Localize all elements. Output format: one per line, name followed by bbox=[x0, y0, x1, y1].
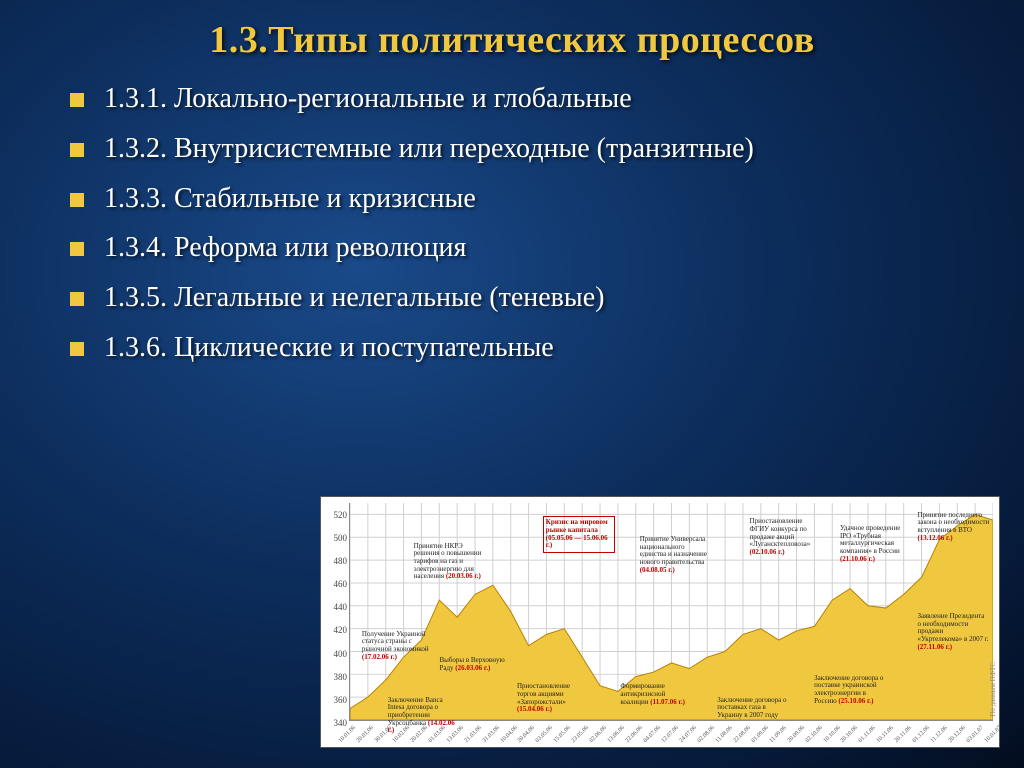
chart-annotation: Кризис на мировом рынке капитала (05.05.… bbox=[543, 516, 615, 553]
list-item: 1.3.1. Локально-региональные и глобальны… bbox=[70, 80, 984, 118]
chart-annotation: Удачное проведение IPO «Трубная металлур… bbox=[840, 525, 912, 563]
list-item: 1.3.2. Внутрисистемные или переходные (т… bbox=[70, 130, 984, 168]
y-axis-tick: 360 bbox=[323, 695, 347, 705]
y-axis-tick: 440 bbox=[323, 602, 347, 612]
slide-title: 1.3.Типы политических процессов bbox=[40, 18, 984, 62]
chart-annotation: Принятие Универсала национального единст… bbox=[640, 536, 712, 574]
y-axis-tick: 400 bbox=[323, 649, 347, 659]
x-axis-tick: 10.01.07 bbox=[984, 725, 1003, 744]
x-axis-tick: 01.11.06 bbox=[858, 725, 877, 744]
chart-annotation: Формирование антикризисной коалиции (11.… bbox=[620, 683, 692, 706]
chart-container: По данным ПФТС 340 360 380 400 420 440 460 480 5… bbox=[320, 496, 1000, 748]
chart-source: По данным ПФТС bbox=[989, 662, 997, 717]
x-axis-tick: 13.06.06 bbox=[607, 725, 626, 744]
x-axis-tick: 01.12.06 bbox=[912, 725, 931, 744]
x-axis-tick: 04.07.06 bbox=[643, 725, 662, 744]
x-axis-tick: 10.11.06 bbox=[876, 725, 895, 744]
chart-annotation: Принятие последнего закона о необходимос… bbox=[917, 512, 989, 543]
list-item: 1.3.4. Реформа или революция bbox=[70, 229, 984, 267]
x-axis-tick: 02.08.06 bbox=[697, 725, 716, 744]
chart-annotation: Приостановление торгов акциями «Запорожс… bbox=[517, 683, 589, 714]
x-axis-tick: 20.04.06 bbox=[517, 725, 536, 744]
y-axis-tick: 520 bbox=[323, 510, 347, 520]
x-axis-tick: 10.10.06 bbox=[822, 725, 841, 744]
x-axis-tick: 21.03.06 bbox=[463, 725, 482, 744]
x-axis-tick: 11.08.06 bbox=[715, 725, 734, 744]
x-axis-tick: 01.09.06 bbox=[750, 725, 769, 744]
chart-annotation: Заявление Президента о необходимости про… bbox=[917, 613, 989, 651]
x-axis-tick: 22.08.06 bbox=[732, 725, 751, 744]
x-axis-tick: 10.04.06 bbox=[499, 725, 518, 744]
y-axis-tick: 480 bbox=[323, 556, 347, 566]
x-axis-tick: 15.05.06 bbox=[553, 725, 572, 744]
x-axis-tick: 20.11.06 bbox=[894, 725, 913, 744]
x-axis-tick: 20.01.06 bbox=[356, 725, 375, 744]
list-item: 1.3.3. Стабильные и кризисные bbox=[70, 180, 984, 218]
x-axis-tick: 02.06.06 bbox=[589, 725, 608, 744]
x-axis-tick: 20.09.06 bbox=[786, 725, 805, 744]
chart-annotation: Получение Украиной статуса страны с рыно… bbox=[362, 631, 434, 662]
chart-annotation: Заключение Banca Intesa договора о приоб… bbox=[388, 697, 460, 735]
chart-annotation: Заключение договора о поставке украинско… bbox=[814, 675, 886, 706]
x-axis-tick: 12.07.06 bbox=[661, 725, 680, 744]
chart-annotation: Выборы в Верховную Раду (26.03.06 г.) bbox=[439, 657, 511, 672]
x-axis-tick: 03.01.07 bbox=[966, 725, 985, 744]
x-axis-tick: 24.07.06 bbox=[679, 725, 698, 744]
x-axis-tick: 02.10.06 bbox=[804, 725, 823, 744]
chart-annotation: Принятие НКРЭ решения о повышении тарифо… bbox=[414, 543, 486, 581]
chart-annotation: Заключение договора о поставках газа в У… bbox=[717, 697, 789, 720]
x-axis-tick: 11.09.06 bbox=[768, 725, 787, 744]
chart-annotation: Приостановление ФГИУ конкурса по продаже… bbox=[750, 518, 822, 556]
x-axis-tick: 23.05.06 bbox=[571, 725, 590, 744]
bullet-list: 1.3.1. Локально-региональные и глобальны… bbox=[40, 80, 984, 367]
x-axis-tick: 03.05.06 bbox=[535, 725, 554, 744]
y-axis-tick: 420 bbox=[323, 625, 347, 635]
list-item: 1.3.6. Циклические и поступательные bbox=[70, 329, 984, 367]
x-axis-tick: 22.06.06 bbox=[625, 725, 644, 744]
y-axis-tick: 460 bbox=[323, 579, 347, 589]
x-axis-tick: 31.03.06 bbox=[481, 725, 500, 744]
x-axis-tick: 11.12.06 bbox=[930, 725, 949, 744]
list-item: 1.3.5. Легальные и нелегальные (теневые) bbox=[70, 279, 984, 317]
x-axis-tick: 20.12.06 bbox=[948, 725, 967, 744]
y-axis-tick: 380 bbox=[323, 672, 347, 682]
y-axis-tick: 500 bbox=[323, 533, 347, 543]
x-axis-tick: 20.10.06 bbox=[840, 725, 859, 744]
slide: 1.3.Типы политических процессов 1.3.1. Л… bbox=[0, 0, 1024, 768]
y-axis-tick: 340 bbox=[323, 718, 347, 728]
